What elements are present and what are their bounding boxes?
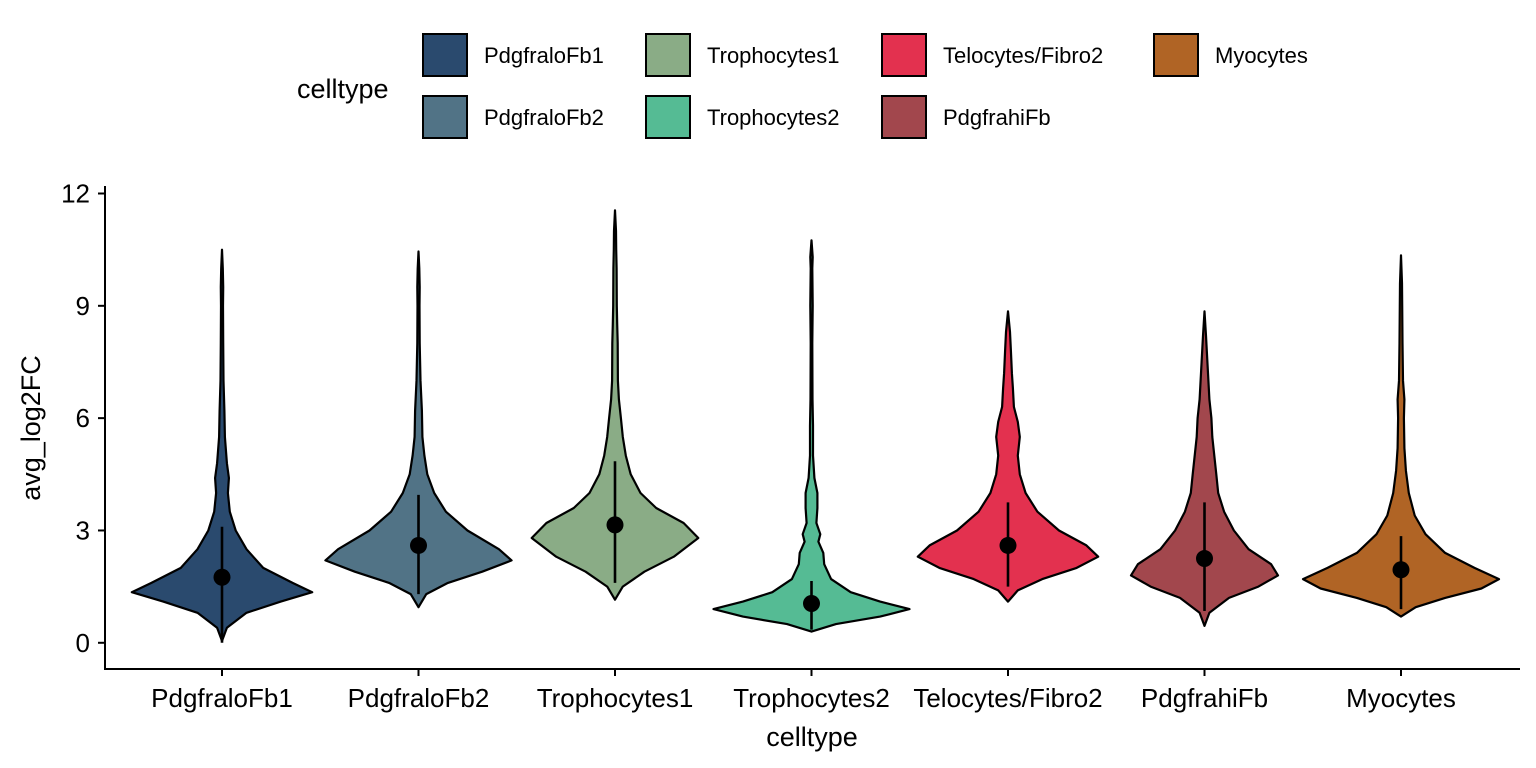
y-axis-title: avg_log2FC <box>16 355 46 501</box>
violin-shape <box>1129 310 1280 627</box>
y-tick-label: 12 <box>61 178 90 208</box>
violin-group <box>530 209 700 601</box>
x-tick-label: PdgfraloFb2 <box>348 683 490 713</box>
x-tick-label: Myocytes <box>1346 683 1456 713</box>
x-tick-label: PdgfraloFb1 <box>151 683 293 713</box>
legend-label: PdgfrahiFb <box>943 105 1051 130</box>
violin-shape <box>712 239 911 633</box>
x-tick-label: PdgfrahiFb <box>1141 683 1268 713</box>
legend-label: Telocytes/Fibro2 <box>943 43 1103 68</box>
legend: celltype PdgfraloFb1 PdgfraloFb2 Trophocyt… <box>297 33 1308 139</box>
legend-label: Myocytes <box>1215 43 1308 68</box>
violin-group <box>916 310 1100 603</box>
y-tick-label: 6 <box>76 403 90 433</box>
violin-group <box>712 239 911 633</box>
mean-point <box>213 568 231 586</box>
legend-key <box>422 33 468 77</box>
legend-key <box>645 95 691 139</box>
legend-key <box>645 33 691 77</box>
legend-label: PdgfraloFb1 <box>484 43 604 68</box>
violin-shape <box>324 250 513 609</box>
violin-group <box>130 248 314 643</box>
mean-point <box>803 594 820 612</box>
legend-label: Trophocytes2 <box>707 105 839 130</box>
x-tick-label: Trophocytes2 <box>733 683 890 713</box>
mean-point <box>410 536 427 554</box>
legend-key <box>881 33 927 77</box>
y-tick-label: 3 <box>76 515 90 545</box>
violin-group <box>1301 254 1501 618</box>
violin-group <box>324 250 513 609</box>
legend-label: PdgfraloFb2 <box>484 105 604 130</box>
violin-shape <box>916 310 1100 603</box>
violin-shape <box>130 248 314 642</box>
legend-label: Trophocytes1 <box>707 43 839 68</box>
violins <box>130 209 1501 643</box>
mean-point <box>999 536 1017 554</box>
x-tick-label: Trophocytes1 <box>537 683 694 713</box>
violin-group <box>1129 310 1280 627</box>
violin-shape <box>1301 254 1501 618</box>
mean-point <box>606 516 624 534</box>
x-tick-label: Telocytes/Fibro2 <box>913 683 1102 713</box>
legend-title: celltype <box>297 74 389 104</box>
x-axis-title: celltype <box>766 722 858 752</box>
y-tick-label: 0 <box>76 628 90 658</box>
mean-point <box>1392 561 1410 579</box>
y-tick-label: 9 <box>76 291 90 321</box>
mean-point <box>1196 550 1213 568</box>
violin-shape <box>530 209 700 601</box>
legend-key <box>1153 33 1199 77</box>
x-ticks: PdgfraloFb1 PdgfraloFb2 Trophocytes1 Tropho… <box>151 669 1456 713</box>
y-ticks: 0 3 6 9 12 <box>61 178 105 658</box>
legend-key <box>881 95 927 139</box>
legend-key <box>422 95 468 139</box>
